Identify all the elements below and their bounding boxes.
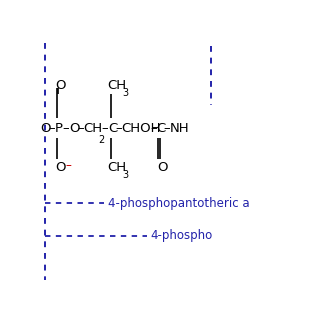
Text: –: – xyxy=(65,159,71,172)
Text: C: C xyxy=(156,122,166,135)
Text: O: O xyxy=(40,122,51,135)
Text: 3: 3 xyxy=(122,88,128,98)
Text: –: – xyxy=(48,122,55,135)
Text: P: P xyxy=(55,122,63,135)
Text: O: O xyxy=(69,122,79,135)
Text: –: – xyxy=(163,122,170,135)
Text: –: – xyxy=(115,122,122,135)
Text: CH: CH xyxy=(84,122,102,135)
Text: –: – xyxy=(77,122,84,135)
Text: –: – xyxy=(150,122,157,135)
Text: CHOH: CHOH xyxy=(121,122,161,135)
Text: C: C xyxy=(108,122,117,135)
Text: O: O xyxy=(157,161,167,174)
Text: O: O xyxy=(55,161,66,174)
Text: O: O xyxy=(55,79,66,92)
Text: 2: 2 xyxy=(98,135,104,145)
Text: 4-phospho: 4-phospho xyxy=(150,229,212,242)
Text: NH: NH xyxy=(170,122,189,135)
Text: 4-phosphopantotheric a: 4-phosphopantotheric a xyxy=(108,197,250,210)
Text: CH: CH xyxy=(108,79,127,92)
Text: 3: 3 xyxy=(122,170,128,180)
Text: CH: CH xyxy=(108,161,127,174)
Text: –: – xyxy=(101,122,108,135)
Text: –: – xyxy=(62,122,69,135)
